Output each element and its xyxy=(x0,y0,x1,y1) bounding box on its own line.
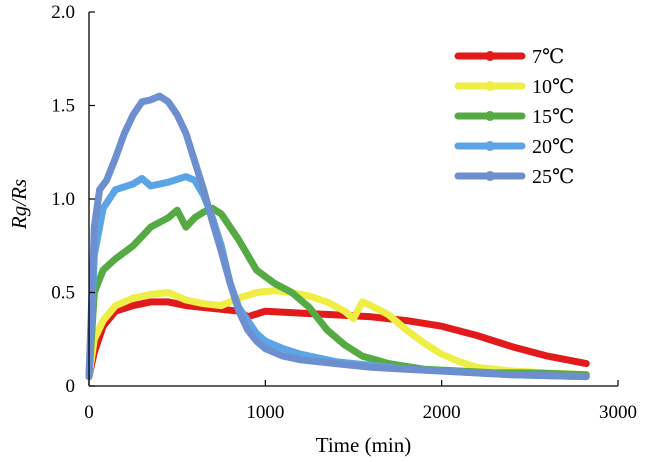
x-tick-label: 3000 xyxy=(599,402,637,423)
y-tick-label: 1.0 xyxy=(51,189,75,210)
y-axis-title: Rg/Rs xyxy=(7,179,31,230)
series-line-2 xyxy=(85,287,590,381)
y-tick-label: 0.5 xyxy=(51,283,75,304)
series-line-5 xyxy=(85,92,590,381)
legend-marker-3 xyxy=(485,111,495,121)
legend-marker-2 xyxy=(485,81,495,91)
legend: 7℃ 10℃ 15℃ 20℃ 25℃ xyxy=(454,46,574,188)
legend-label-3: 15℃ xyxy=(532,106,574,128)
axes-layer: 0 0.5 1.0 1.5 2.0 0 1000 2000 3000 xyxy=(51,2,637,423)
y-tick-label: 2.0 xyxy=(51,2,75,23)
legend-marker-4 xyxy=(485,141,495,151)
legend-marker-1 xyxy=(485,51,495,61)
y-tick-label: 0 xyxy=(66,376,76,397)
y-tick-label: 1.5 xyxy=(51,96,75,117)
x-axis-title: Time (min) xyxy=(316,433,411,457)
series-layer xyxy=(85,92,590,381)
legend-label-2: 10℃ xyxy=(532,76,574,98)
x-tick-label: 0 xyxy=(84,402,94,423)
legend-label-1: 7℃ xyxy=(532,46,564,68)
x-tick-label: 2000 xyxy=(423,402,461,423)
legend-label-5: 25℃ xyxy=(532,166,574,188)
x-tick-label: 1000 xyxy=(246,402,284,423)
legend-marker-5 xyxy=(485,171,495,181)
legend-label-4: 20℃ xyxy=(532,136,574,158)
